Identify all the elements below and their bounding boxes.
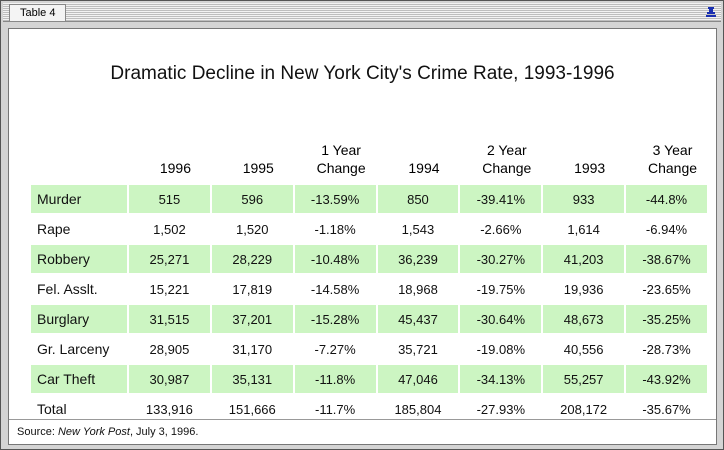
table-row: Fel. Asslt. 15,221 17,819 -14.58% 18,968 -19.…: [31, 275, 707, 303]
cell: 40,556: [563, 341, 604, 357]
cell: -28.73%: [642, 341, 691, 357]
cell: 47,046: [377, 365, 459, 393]
cell: -1.18%: [314, 221, 356, 237]
row-label: Total: [37, 401, 67, 417]
cell: -14.58%: [310, 281, 360, 297]
table-row: Total 133,916 151,666 -11.7% 185,804 -27.93% 2…: [31, 395, 707, 423]
table-row: Rape 1,502 1,520 -1.18% 1,543 -2.66% 1,614 -6.9…: [31, 215, 707, 243]
cell: 1,520: [235, 221, 269, 237]
window-tab[interactable]: Table 4: [9, 4, 67, 21]
table-row: Robbery 25,271 28,229 -10.48% 36,239 -30.27% 4…: [31, 245, 707, 273]
cell: 30,987: [129, 365, 210, 393]
row-label: Robbery: [31, 245, 127, 273]
cell: -43.92%: [626, 365, 707, 393]
cell: 1,502: [153, 221, 186, 237]
column-header: 2 Year Change: [482, 142, 532, 176]
row-label: Fel. Asslt.: [37, 281, 98, 297]
cell: -30.64%: [460, 305, 542, 333]
cell: 1,614: [567, 221, 600, 237]
cell: -7.27%: [314, 341, 356, 357]
table-row: Burglary 31,515 37,201 -15.28% 45,437 -30.64%…: [31, 305, 707, 333]
source-date: , July 3, 1996.: [129, 426, 199, 438]
cell: 15,221: [149, 281, 190, 297]
cell: 28,905: [149, 341, 190, 357]
cell: 48,673: [543, 305, 625, 333]
table-row: Murder 515 596 -13.59% 850 -39.41% 933 -44.8%: [31, 185, 707, 213]
cell: 151,666: [228, 401, 276, 417]
cell: -6.94%: [645, 221, 688, 237]
column-header: 1 Year Change: [316, 142, 366, 176]
cell: 37,201: [211, 305, 293, 333]
cell: 19,936: [563, 281, 604, 297]
cell: 28,229: [211, 245, 293, 273]
table-title: Dramatic Decline in New York City's Crim…: [110, 63, 615, 84]
cell: 18,968: [398, 281, 438, 297]
column-header: 3 Year Change: [648, 142, 698, 176]
table-row: Gr. Larceny 28,905 31,170 -7.27% 35,721 -19.0…: [31, 335, 707, 363]
cell: 515: [129, 185, 210, 213]
header-row: 1996 1995 1 Year Change 1994 2 Year Change 19…: [31, 135, 707, 183]
cell: -11.8%: [294, 365, 376, 393]
row-label: Gr. Larceny: [37, 341, 110, 357]
cell: 1,543: [401, 221, 435, 237]
cell: -38.67%: [626, 245, 707, 273]
header-cell: [31, 135, 127, 183]
cell: -2.66%: [480, 221, 522, 237]
source-note: Source: New York Post, July 3, 1996.: [9, 419, 716, 444]
cell: -23.65%: [642, 281, 691, 297]
window-icon[interactable]: [705, 6, 717, 18]
cell: 208,172: [560, 401, 608, 417]
cell: 185,804: [394, 401, 442, 417]
row-label: Burglary: [31, 305, 127, 333]
column-header: 1994: [408, 160, 440, 176]
cell: 850: [377, 185, 459, 213]
cell: 933: [543, 185, 625, 213]
cell: -30.27%: [460, 245, 542, 273]
cell: -27.93%: [476, 401, 525, 417]
cell: 35,131: [211, 365, 293, 393]
title-bar: Table 4: [3, 3, 721, 22]
cell: 133,916: [145, 401, 193, 417]
source-publication: New York Post: [57, 426, 130, 438]
row-label: Murder: [31, 185, 127, 213]
cell: -34.13%: [460, 365, 542, 393]
cell: -15.28%: [294, 305, 376, 333]
cell: -39.41%: [460, 185, 542, 213]
row-label: Car Theft: [31, 365, 127, 393]
cell: 55,257: [543, 365, 625, 393]
content-panel: Dramatic Decline in New York City's Crim…: [8, 28, 717, 445]
cell: 31,515: [129, 305, 210, 333]
row-label: Rape: [37, 221, 71, 237]
cell: 31,170: [232, 341, 273, 357]
cell: -10.48%: [294, 245, 376, 273]
cell: 596: [211, 185, 293, 213]
source-label: Source:: [17, 426, 55, 438]
cell: -44.8%: [626, 185, 707, 213]
table-row: Car Theft 30,987 35,131 -11.8% 47,046 -34.13%…: [31, 365, 707, 393]
cell: -35.25%: [626, 305, 707, 333]
cell: 41,203: [543, 245, 625, 273]
cell: -11.7%: [314, 401, 356, 417]
cell: 35,721: [398, 341, 438, 357]
data-table: 1996 1995 1 Year Change 1994 2 Year Change 19…: [29, 133, 709, 425]
cell: -19.75%: [476, 281, 525, 297]
cell: -19.08%: [476, 341, 525, 357]
cell: 45,437: [377, 305, 459, 333]
cell: 25,271: [129, 245, 210, 273]
cell: 36,239: [377, 245, 459, 273]
column-header: 1995: [242, 160, 274, 176]
column-header: 1993: [574, 160, 606, 176]
column-header: 1996: [159, 160, 191, 176]
cell: 17,819: [232, 281, 273, 297]
cell: -13.59%: [294, 185, 376, 213]
cell: -35.67%: [642, 401, 691, 417]
